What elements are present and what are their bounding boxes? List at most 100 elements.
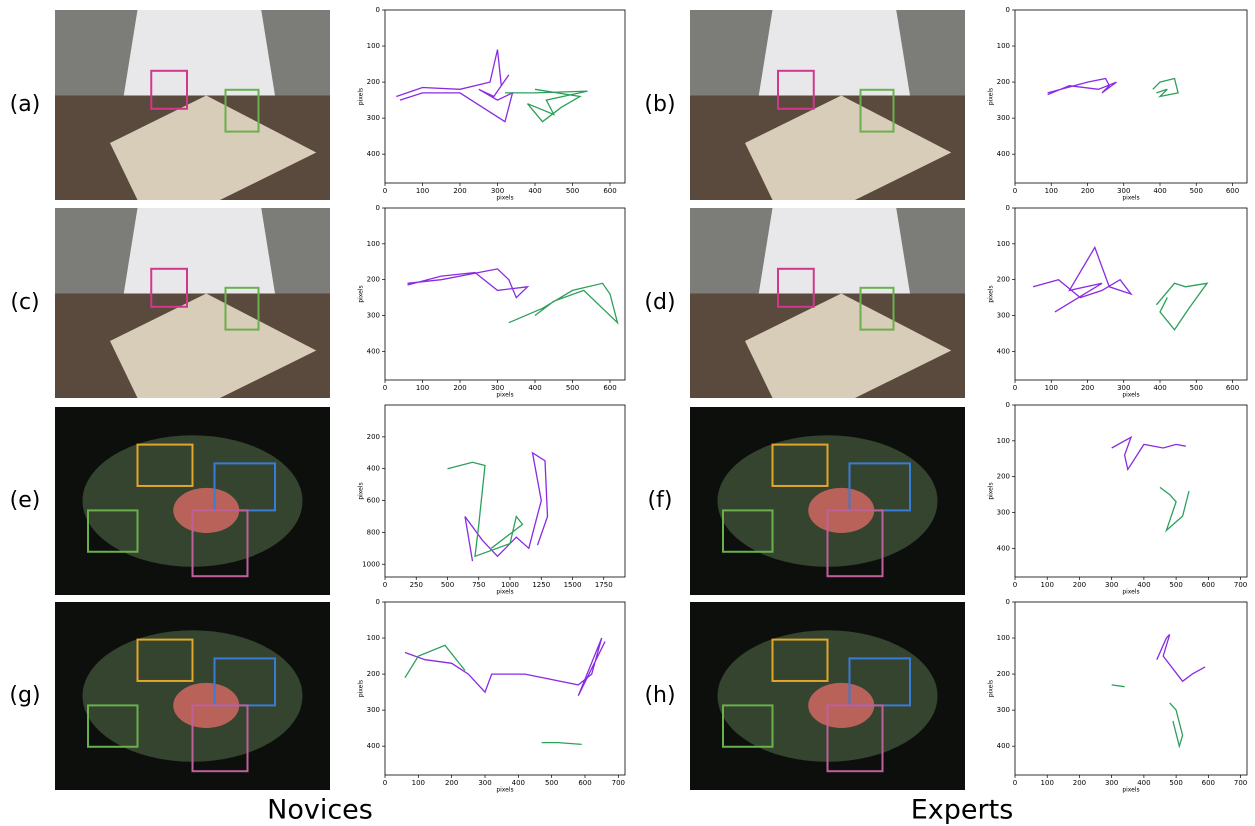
y-axis-label: pixels	[988, 88, 995, 105]
y-tick-label: 400	[367, 465, 380, 473]
x-tick-label: 100	[1045, 187, 1058, 195]
x-axis-label: pixels	[1122, 392, 1139, 399]
y-tick-label: 400	[367, 742, 380, 750]
x-tick-label: 0	[383, 384, 387, 392]
y-tick-label: 100	[367, 42, 380, 50]
x-tick-label: 200	[1073, 779, 1086, 787]
x-tick-label: 600	[1226, 384, 1239, 392]
y-tick-label: 400	[997, 742, 1010, 750]
y-axis-label: pixels	[988, 285, 995, 302]
panel-label: (b)	[644, 92, 675, 117]
x-tick-label: 250	[410, 581, 423, 589]
trajectory	[1156, 283, 1207, 330]
x-tick-label: 0	[1013, 779, 1017, 787]
y-tick-label: 300	[997, 312, 1010, 320]
plot-frame	[1015, 405, 1247, 577]
x-tick-label: 500	[1169, 779, 1182, 787]
y-tick-label: 0	[1006, 401, 1010, 409]
trajectory	[1160, 487, 1189, 530]
trajectory	[1112, 685, 1183, 746]
y-tick-label: 300	[367, 312, 380, 320]
x-tick-label: 500	[566, 384, 579, 392]
x-tick-label: 200	[1081, 384, 1094, 392]
y-tick-label: 300	[997, 114, 1010, 122]
y-tick-label: 0	[1006, 598, 1010, 606]
x-tick-label: 400	[1153, 187, 1166, 195]
x-tick-label: 0	[383, 581, 387, 589]
x-tick-label: 0	[1013, 187, 1017, 195]
y-tick-label: 400	[367, 150, 380, 158]
y-tick-label: 200	[367, 433, 380, 441]
x-tick-label: 100	[1045, 384, 1058, 392]
x-tick-label: 100	[416, 187, 429, 195]
panel-label: (h)	[644, 683, 675, 708]
trajectory	[405, 638, 605, 696]
trajectory	[1157, 634, 1205, 681]
x-tick-label: 1500	[564, 581, 582, 589]
y-tick-label: 200	[997, 276, 1010, 284]
x-tick-label: 500	[545, 779, 558, 787]
x-axis-label: pixels	[496, 392, 513, 399]
y-tick-label: 200	[997, 473, 1010, 481]
x-tick-label: 750	[472, 581, 485, 589]
panel-label: (e)	[10, 488, 41, 513]
y-axis-label: pixels	[988, 482, 995, 499]
caption: Experts	[911, 795, 1014, 826]
x-tick-label: 400	[528, 384, 541, 392]
x-axis-label: pixels	[496, 787, 513, 794]
y-tick-label: 200	[997, 78, 1010, 86]
y-axis-label: pixels	[988, 680, 995, 697]
x-tick-label: 1750	[595, 581, 613, 589]
x-tick-label: 500	[1190, 384, 1203, 392]
y-tick-label: 0	[1006, 6, 1010, 14]
x-tick-label: 1250	[532, 581, 550, 589]
y-tick-label: 100	[367, 240, 380, 248]
y-tick-label: 0	[376, 6, 380, 14]
plot-frame	[1015, 10, 1247, 183]
y-tick-label: 400	[997, 150, 1010, 158]
x-tick-label: 100	[412, 779, 425, 787]
y-tick-label: 200	[367, 78, 380, 86]
lab-coat	[124, 208, 275, 294]
x-tick-label: 500	[1190, 187, 1203, 195]
x-tick-label: 500	[1169, 581, 1182, 589]
x-tick-label: 700	[1234, 779, 1247, 787]
x-tick-label: 600	[1226, 187, 1239, 195]
x-tick-label: 600	[578, 779, 591, 787]
y-tick-label: 100	[997, 42, 1010, 50]
y-axis-label: pixels	[358, 88, 365, 105]
x-tick-label: 100	[416, 384, 429, 392]
x-tick-label: 0	[1013, 384, 1017, 392]
lab-coat	[759, 208, 910, 294]
y-tick-label: 300	[997, 509, 1010, 517]
figure: Novices Experts (a)010020030040050060001…	[0, 0, 1255, 826]
x-tick-label: 400	[1153, 384, 1166, 392]
x-tick-label: 300	[1105, 779, 1118, 787]
trajectory	[1048, 79, 1117, 95]
y-axis-label: pixels	[358, 680, 365, 697]
plot-frame	[385, 405, 625, 577]
x-tick-label: 600	[1202, 779, 1215, 787]
page: {"captions": {"left": "Novices", "right"…	[0, 0, 1255, 826]
panel-label: (c)	[10, 290, 39, 315]
y-axis-label: pixels	[358, 285, 365, 302]
y-tick-label: 0	[376, 598, 380, 606]
x-tick-label: 600	[1202, 581, 1215, 589]
plot-frame	[1015, 602, 1247, 775]
trajectory	[1112, 437, 1186, 469]
trajectory	[396, 50, 512, 122]
x-tick-label: 100	[1041, 779, 1054, 787]
x-tick-label: 0	[383, 779, 387, 787]
panel-label: (d)	[644, 290, 675, 315]
panel-label: (a)	[10, 92, 41, 117]
x-axis-label: pixels	[496, 589, 513, 596]
x-tick-label: 200	[445, 779, 458, 787]
y-tick-label: 400	[997, 347, 1010, 355]
y-tick-label: 1000	[362, 560, 380, 568]
plot-frame	[385, 208, 625, 380]
x-tick-label: 600	[603, 187, 616, 195]
x-tick-label: 200	[1081, 187, 1094, 195]
x-tick-label: 0	[1013, 581, 1017, 589]
x-tick-label: 200	[453, 384, 466, 392]
y-tick-label: 0	[1006, 204, 1010, 212]
